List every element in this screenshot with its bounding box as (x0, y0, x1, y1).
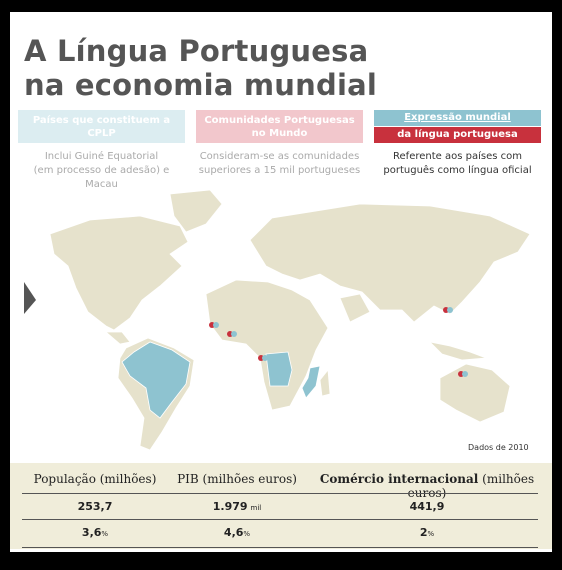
eurasia (249, 203, 531, 323)
row-rule (22, 547, 538, 548)
north-america (49, 215, 189, 331)
legend-button[interactable]: Comunidades Portuguesas no Mundo (196, 110, 363, 143)
legend-label: Comunidades Portuguesas (204, 114, 355, 126)
row-rule (22, 519, 538, 520)
note-line: Inclui Guiné Equatorial (44, 151, 159, 162)
legend-label: Países que constituem a CPLP (32, 114, 171, 139)
prev-arrow[interactable] (24, 282, 36, 314)
row-rule (22, 493, 538, 494)
table-cell: 1.979 mil (152, 500, 322, 513)
header-bold: Comércio internacional (319, 472, 479, 486)
world-map (24, 189, 531, 451)
legend-note: Consideram-se as comunidades superiores a… (196, 150, 363, 178)
mozambique (301, 365, 321, 399)
dot (213, 322, 219, 328)
arabia (339, 293, 371, 323)
stats-table: População (milhões) PIB (milhões euros) … (10, 463, 552, 549)
australia (439, 363, 511, 423)
dot (231, 331, 237, 337)
legend-label: da língua portuguesa (374, 127, 541, 143)
table-cell: 253,7 (10, 500, 180, 513)
note-line: Referente aos países com (393, 151, 522, 162)
cell-value: 1.979 (212, 500, 248, 513)
note-line: português como língua oficial (383, 165, 532, 176)
community-dots (209, 307, 468, 377)
legend-note: Inclui Guiné Equatorial (em processo de a… (18, 150, 185, 192)
central-america (104, 331, 131, 345)
angola (265, 351, 293, 387)
legend-note: Referente aos países com português como l… (374, 150, 541, 178)
title-line: A Língua Portuguesa (24, 34, 369, 68)
brazil (121, 341, 191, 419)
greenland (169, 189, 223, 233)
note-line: Consideram-se as comunidades (199, 151, 360, 162)
table-cell: 4,6% (152, 526, 322, 539)
madagascar (319, 368, 331, 397)
indonesia (428, 341, 487, 361)
legend-button[interactable]: Países que constituem a CPLP (18, 110, 185, 143)
dot (447, 307, 453, 313)
africa (205, 279, 329, 411)
source-note: Dados de 2010 (468, 443, 529, 452)
cell-unit: % (243, 530, 251, 538)
cell-value: 441,9 (409, 500, 445, 513)
table-header: PIB (milhões euros) (177, 472, 297, 486)
table-cell: 441,9 (342, 500, 512, 513)
cell-value: 253,7 (77, 500, 113, 513)
table-header: Comércio internacional (milhões euros) (312, 472, 542, 500)
note-line: (em processo de adesão) e Macau (33, 165, 170, 190)
cell-unit: mil (250, 504, 262, 512)
cell-value: 4,6 (223, 526, 244, 539)
table-cell: 2% (342, 526, 512, 539)
dot (262, 355, 268, 361)
title-line: na economia mundial (24, 68, 378, 102)
cell-value: 2 (419, 526, 428, 539)
table-cell: 3,6% (10, 526, 180, 539)
legend-label: Expressão mundial (374, 110, 541, 126)
legend-button[interactable]: Expressão mundial da língua portuguesa (374, 110, 541, 143)
cell-value: 3,6 (81, 526, 102, 539)
legend-label: no Mundo (251, 127, 308, 139)
cell-unit: % (101, 530, 109, 538)
table-header: População (milhões) (33, 472, 157, 486)
dot (462, 371, 468, 377)
cell-unit: % (427, 530, 435, 538)
note-line: superiores a 15 mil portugueses (198, 165, 361, 176)
infographic: A Língua Portuguesa na economia mundial … (10, 12, 552, 552)
